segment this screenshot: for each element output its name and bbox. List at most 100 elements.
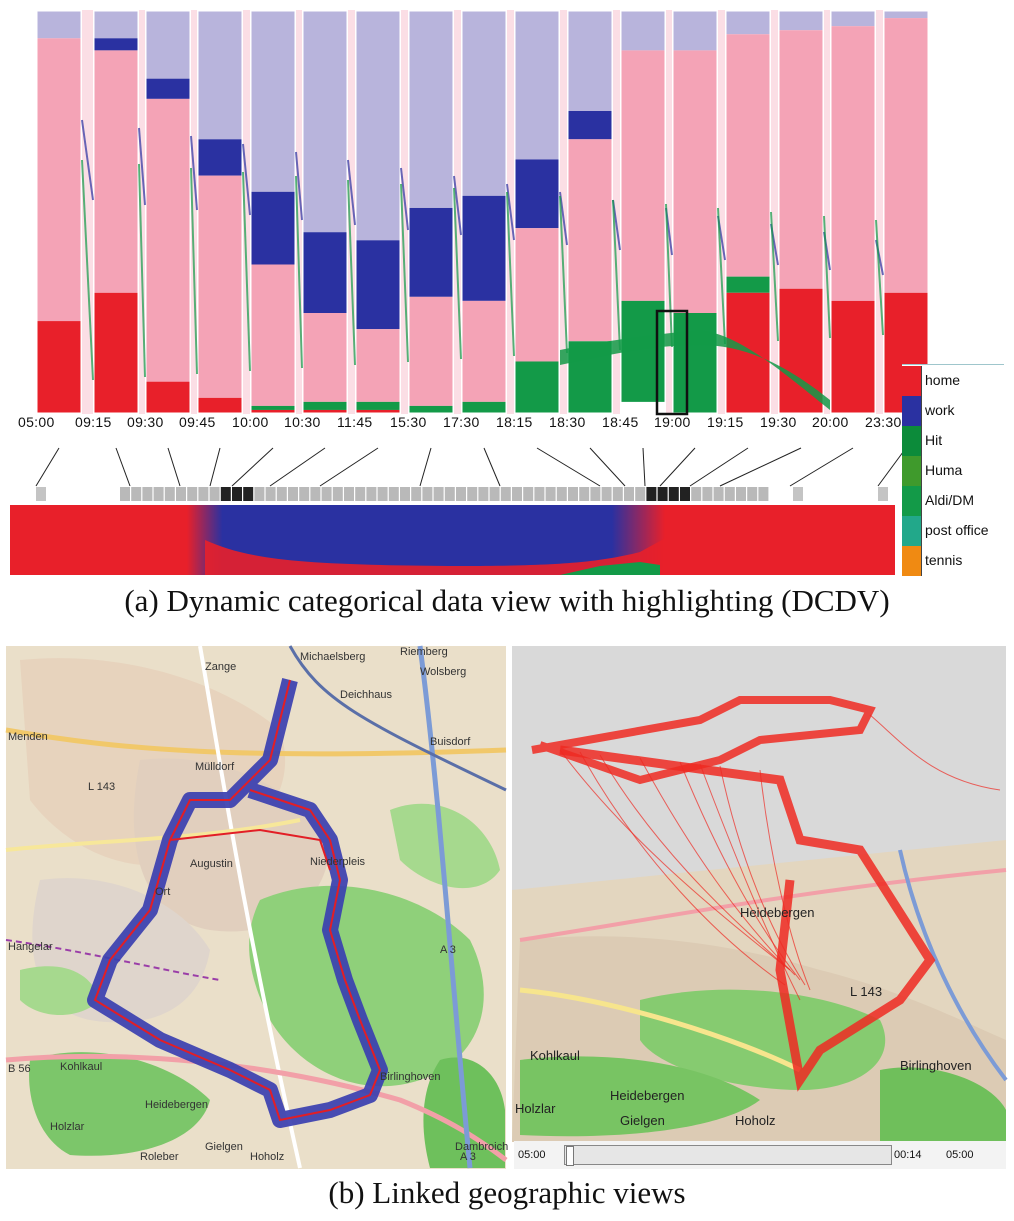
time-label[interactable]: 11:45 bbox=[337, 414, 373, 430]
trajectory-3d[interactable] bbox=[531, 696, 1001, 1092]
time-cell[interactable] bbox=[411, 487, 422, 501]
time-cell[interactable] bbox=[444, 487, 455, 501]
time-cell[interactable] bbox=[232, 487, 242, 501]
time-cell[interactable] bbox=[545, 487, 556, 501]
time-cell[interactable] bbox=[388, 487, 399, 501]
time-label[interactable]: 17:30 bbox=[443, 414, 480, 430]
time-cell[interactable] bbox=[747, 487, 758, 501]
overview-strip[interactable] bbox=[10, 505, 895, 575]
column-3-work-segment bbox=[145, 78, 191, 99]
time-cell[interactable] bbox=[209, 487, 220, 501]
time-label[interactable]: 05:00 bbox=[18, 414, 55, 430]
time-cell[interactable] bbox=[142, 487, 153, 501]
flow-line-green bbox=[875, 219, 884, 336]
legend-item[interactable]: post office bbox=[902, 516, 1004, 546]
map-3d[interactable]: Kohlkaul Heidebergen Holzlar Gielgen Hoholz B… bbox=[512, 646, 1008, 1142]
time-label[interactable]: 20:00 bbox=[812, 414, 849, 430]
time-cell[interactable] bbox=[512, 487, 522, 501]
time-label[interactable]: 15:30 bbox=[390, 414, 427, 430]
time-cell[interactable] bbox=[36, 487, 46, 501]
time-cell[interactable] bbox=[534, 487, 545, 501]
time-cell[interactable] bbox=[646, 487, 657, 501]
time-cell[interactable] bbox=[601, 487, 612, 501]
time-cell[interactable] bbox=[243, 487, 254, 501]
time-cell[interactable] bbox=[668, 487, 679, 501]
time-cell[interactable] bbox=[758, 487, 769, 501]
time-label[interactable]: 09:45 bbox=[179, 414, 216, 430]
time-cell[interactable] bbox=[131, 487, 142, 501]
time-slider[interactable]: 05:00 00:14 05:00 bbox=[514, 1141, 1006, 1169]
time-cell[interactable] bbox=[489, 487, 500, 501]
slider-track[interactable] bbox=[564, 1145, 892, 1165]
time-label[interactable]: 09:30 bbox=[127, 414, 164, 430]
column-10-work-segment bbox=[514, 159, 560, 229]
time-cell[interactable] bbox=[702, 487, 713, 501]
time-cell[interactable] bbox=[164, 487, 175, 501]
time-label[interactable]: 18:15 bbox=[496, 414, 533, 430]
time-cell[interactable] bbox=[579, 487, 590, 501]
time-cell[interactable] bbox=[724, 487, 735, 501]
time-cell[interactable] bbox=[321, 487, 332, 501]
time-cell[interactable] bbox=[657, 487, 668, 501]
time-cell[interactable] bbox=[422, 487, 433, 501]
time-cell[interactable] bbox=[288, 487, 298, 501]
time-cell[interactable] bbox=[467, 487, 478, 501]
time-cell[interactable] bbox=[400, 487, 410, 501]
time-cell[interactable] bbox=[187, 487, 198, 501]
slider-thumb[interactable] bbox=[566, 1146, 574, 1166]
time-cell[interactable] bbox=[310, 487, 321, 501]
map-2d[interactable]: Zange Michaelsberg Riemberg Wolsberg Deichha… bbox=[5, 645, 508, 1169]
time-cell[interactable] bbox=[198, 487, 209, 501]
time-label[interactable]: 09:15 bbox=[75, 414, 112, 430]
time-cell[interactable] bbox=[736, 487, 746, 501]
time-label[interactable]: 18:30 bbox=[549, 414, 586, 430]
time-cell[interactable] bbox=[254, 487, 265, 501]
time-label[interactable]: 19:30 bbox=[760, 414, 797, 430]
time-cell[interactable] bbox=[120, 487, 130, 501]
time-cell[interactable] bbox=[713, 487, 724, 501]
time-label[interactable]: 10:00 bbox=[232, 414, 269, 430]
time-cell[interactable] bbox=[523, 487, 534, 501]
time-cell[interactable] bbox=[377, 487, 388, 501]
time-cell[interactable] bbox=[878, 487, 888, 501]
time-label[interactable]: 10:30 bbox=[284, 414, 321, 430]
time-cell[interactable] bbox=[265, 487, 276, 501]
time-cell[interactable] bbox=[220, 487, 231, 501]
time-label[interactable]: 19:00 bbox=[654, 414, 691, 430]
column-9-work-segment bbox=[461, 195, 507, 301]
time-cell[interactable] bbox=[624, 487, 634, 501]
time-cell[interactable] bbox=[478, 487, 489, 501]
time-cell[interactable] bbox=[635, 487, 646, 501]
time-label[interactable]: 19:15 bbox=[707, 414, 744, 430]
legend-item[interactable]: Aldi/DM bbox=[902, 486, 1004, 516]
time-cell[interactable] bbox=[793, 487, 803, 501]
time-cell[interactable] bbox=[612, 487, 623, 501]
time-cell[interactable] bbox=[680, 487, 690, 501]
time-cell[interactable] bbox=[176, 487, 186, 501]
legend-item[interactable]: work bbox=[902, 396, 1004, 426]
time-cell[interactable] bbox=[355, 487, 366, 501]
time-cell[interactable] bbox=[366, 487, 377, 501]
time-cell[interactable] bbox=[433, 487, 444, 501]
time-label[interactable]: 18:45 bbox=[602, 414, 639, 430]
legend-item[interactable]: Hit bbox=[902, 426, 1004, 456]
highlight-box[interactable] bbox=[655, 309, 689, 416]
time-cell[interactable] bbox=[153, 487, 164, 501]
flow-line-green bbox=[242, 171, 251, 372]
time-cell[interactable] bbox=[500, 487, 511, 501]
time-cell[interactable] bbox=[456, 487, 466, 501]
time-cell[interactable] bbox=[590, 487, 601, 501]
legend-item[interactable]: tennis bbox=[902, 546, 1004, 576]
time-cell[interactable] bbox=[691, 487, 702, 501]
time-cell[interactable] bbox=[568, 487, 578, 501]
time-label[interactable]: 23:30 bbox=[865, 414, 902, 430]
time-cell[interactable] bbox=[344, 487, 354, 501]
legend-item[interactable]: Huma bbox=[902, 456, 1004, 486]
flow-line-work bbox=[81, 119, 94, 201]
gap-flow-2 bbox=[139, 10, 145, 414]
legend-item[interactable]: home bbox=[902, 366, 1004, 396]
time-cell[interactable] bbox=[299, 487, 310, 501]
time-cell[interactable] bbox=[556, 487, 567, 501]
time-cell[interactable] bbox=[276, 487, 287, 501]
time-cell[interactable] bbox=[332, 487, 343, 501]
